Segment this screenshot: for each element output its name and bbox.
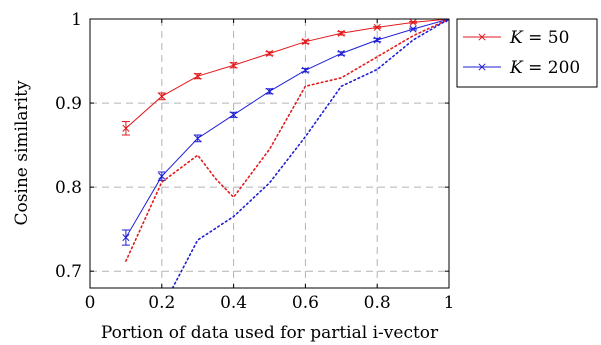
data-point [122, 124, 130, 132]
series-line-dotted [171, 19, 449, 288]
data-point [194, 134, 202, 142]
gridlines [90, 19, 449, 288]
series-line [125, 19, 449, 129]
data-point [158, 172, 166, 180]
axis-ticks [89, 18, 450, 288]
x-tick-label: 0.4 [220, 293, 247, 313]
data-point [301, 38, 309, 46]
legend-box [456, 18, 598, 88]
data-point [122, 234, 130, 242]
data-point [265, 87, 274, 95]
x-tick-label: 0.8 [364, 293, 391, 313]
data-point [194, 72, 202, 80]
series-layer [121, 19, 449, 288]
legend-label: K = 50 [509, 28, 569, 48]
data-point [230, 61, 238, 69]
x-axis-label: Portion of data used for partial i-vecto… [101, 323, 439, 343]
data-point [409, 25, 417, 33]
legend-entry: K = 200 [463, 58, 580, 78]
legend: K = 50 K = 200 [456, 18, 598, 88]
data-point [301, 66, 309, 74]
data-point [265, 49, 274, 58]
plot-frame [89, 18, 450, 289]
data-point [158, 92, 166, 100]
data-point [409, 19, 417, 26]
x-tick-label: 0.2 [148, 293, 175, 313]
legend-entry: K = 50 [463, 28, 569, 48]
x-tick-label: 0 [85, 293, 96, 313]
legend-marker [478, 63, 486, 71]
data-point [373, 23, 381, 31]
x-tick-label: 1 [444, 293, 455, 313]
y-tick-labels: 0.7 0.8 0.9 1 [55, 10, 82, 282]
x-tick-label: 0.6 [292, 293, 319, 313]
data-point [373, 36, 381, 44]
y-axis-label: Cosine similarity [12, 80, 32, 226]
y-tick-label: 0.9 [55, 94, 82, 114]
series-line [125, 19, 449, 238]
legend-marker [478, 33, 486, 41]
y-tick-label: 0.7 [55, 262, 82, 282]
y-tick-label: 0.8 [55, 178, 82, 198]
legend-label: K = 200 [509, 58, 580, 78]
series-line-dotted [125, 19, 449, 262]
data-point [337, 49, 345, 58]
y-tick-label: 1 [71, 10, 82, 30]
data-point [230, 111, 238, 119]
data-point [337, 29, 345, 37]
x-tick-labels: 0 0.2 0.4 0.6 0.8 1 [85, 293, 455, 313]
